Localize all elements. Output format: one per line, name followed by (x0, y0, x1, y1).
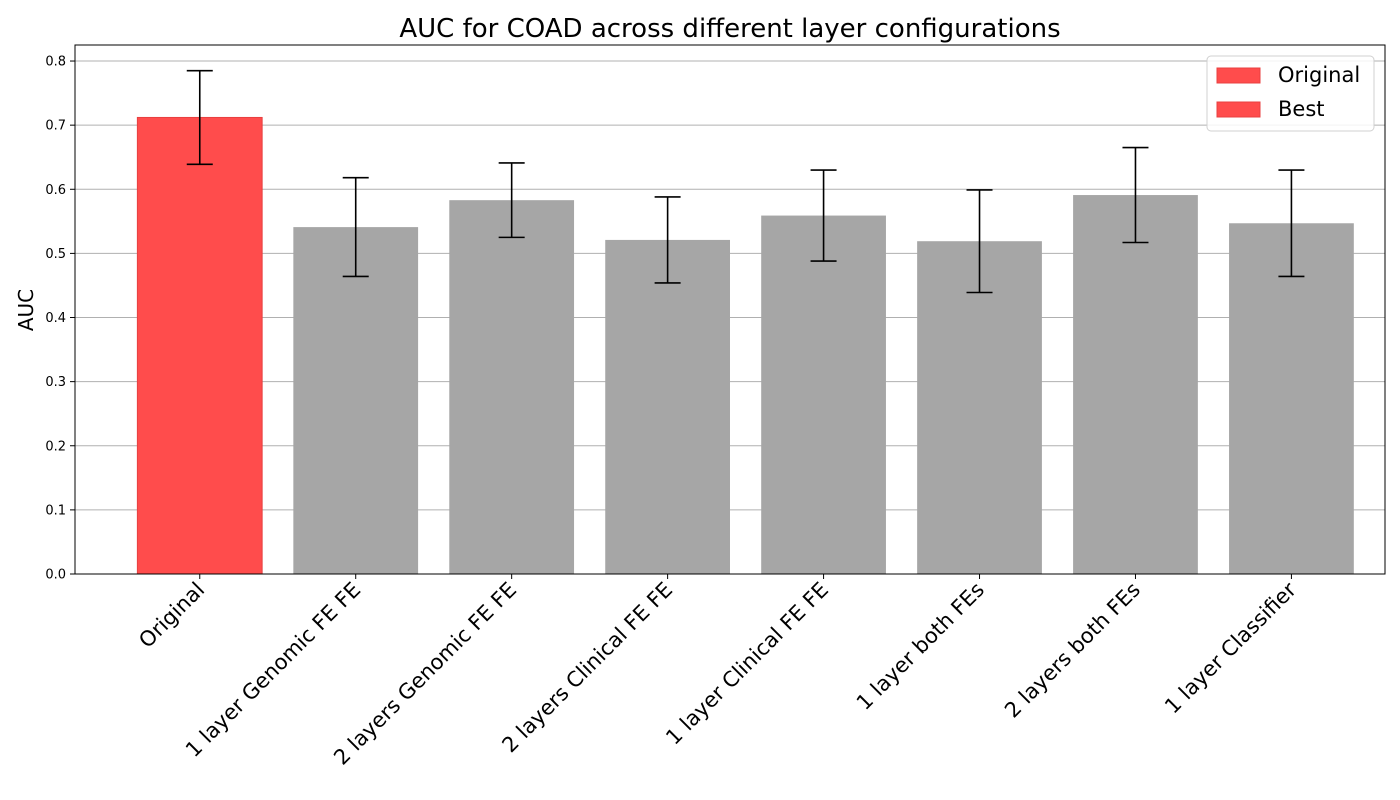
bar (605, 239, 730, 575)
y-tick-label: 0.7 (45, 119, 66, 134)
bar (293, 227, 419, 574)
y-tick-label: 0.2 (45, 439, 66, 454)
y-tick-label: 0.6 (45, 183, 66, 198)
x-tick-label: Original (134, 578, 209, 653)
legend-label: Original (1278, 63, 1360, 87)
bars (136, 116, 1354, 575)
bar (1229, 223, 1354, 575)
x-tick-label: 2 layers Clinical FE FE (497, 578, 677, 758)
chart-title: AUC for COAD across different layer conf… (399, 14, 1060, 44)
y-tick-label: 0.0 (45, 568, 66, 583)
bar (917, 241, 1042, 574)
bar (136, 116, 263, 575)
legend-swatch (1216, 101, 1261, 118)
y-axis-label: AUC (14, 289, 38, 331)
bar (1073, 195, 1198, 574)
x-tick-label: 1 layer Clinical FE FE (661, 578, 833, 750)
y-tick-label: 0.3 (45, 375, 66, 390)
x-tick-label: 1 layer Classifier (1160, 577, 1301, 718)
plot-frame (74, 44, 1386, 575)
error-bars (186, 69, 1305, 294)
x-tick-label: 2 layers both FEs (1000, 578, 1145, 723)
bar (449, 200, 575, 574)
y-tick-label: 0.1 (45, 503, 66, 518)
x-tick-label: 1 layer Genomic FE FE (181, 578, 365, 762)
legend-label: Best (1278, 97, 1325, 121)
x-tick-label: 2 layers Genomic FE FE (329, 578, 521, 770)
bar (761, 215, 886, 574)
legend: Original Best (1206, 55, 1375, 132)
legend-swatch (1216, 67, 1261, 84)
y-tick-label: 0.4 (45, 311, 66, 326)
x-tick-label: 1 layer both FEs (852, 578, 989, 715)
y-tick-label: 0.5 (45, 247, 66, 262)
y-axis-ticks: 0.0 0.1 0.2 0.3 0.4 0.5 0.6 0.7 0.8 (45, 55, 75, 583)
y-tick-label: 0.8 (45, 55, 66, 70)
